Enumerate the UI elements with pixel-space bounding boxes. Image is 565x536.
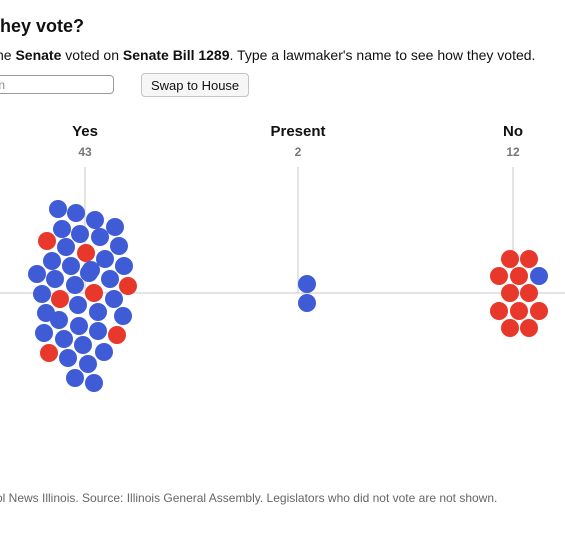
yes-vote-dot[interactable]	[43, 252, 61, 270]
yes-vote-dot[interactable]	[80, 264, 98, 282]
yes-vote-dot[interactable]	[57, 238, 75, 256]
yes-vote-dot[interactable]	[51, 290, 69, 308]
yes-label: Yes	[72, 123, 98, 140]
no-count: 12	[506, 145, 520, 159]
yes-vote-dot[interactable]	[119, 277, 137, 295]
yes-vote-dot[interactable]	[85, 284, 103, 302]
no-vote-dot[interactable]	[520, 319, 538, 337]
yes-vote-dot[interactable]	[28, 265, 46, 283]
yes-vote-dot[interactable]	[74, 336, 92, 354]
yes-vote-dot[interactable]	[53, 220, 71, 238]
yes-vote-dot[interactable]	[101, 270, 119, 288]
yes-vote-dot[interactable]	[35, 324, 53, 342]
yes-vote-dot[interactable]	[49, 200, 67, 218]
yes-vote-dot[interactable]	[115, 257, 133, 275]
no-vote-dot[interactable]	[501, 319, 519, 337]
yes-vote-dot[interactable]	[62, 257, 80, 275]
yes-vote-dot[interactable]	[50, 311, 68, 329]
present-vote-dot[interactable]	[298, 275, 316, 293]
yes-vote-dot[interactable]	[70, 317, 88, 335]
yes-vote-dot[interactable]	[95, 343, 113, 361]
yes-vote-dot[interactable]	[77, 244, 95, 262]
yes-vote-dot[interactable]	[69, 296, 87, 314]
lawmaker-search-input[interactable]	[0, 75, 114, 94]
no-label: No	[503, 123, 523, 140]
no-vote-dot[interactable]	[490, 302, 508, 320]
yes-vote-dot[interactable]	[46, 270, 64, 288]
yes-vote-dot[interactable]	[67, 204, 85, 222]
chamber-name: Senate	[15, 47, 62, 63]
yes-vote-dot[interactable]	[86, 211, 104, 229]
yes-count: 43	[78, 145, 92, 159]
no-vote-dot[interactable]	[510, 267, 528, 285]
present-count: 2	[295, 145, 302, 159]
yes-vote-dot[interactable]	[105, 290, 123, 308]
yes-vote-dot[interactable]	[79, 355, 97, 373]
yes-vote-dot[interactable]	[89, 303, 107, 321]
yes-vote-dot[interactable]	[40, 344, 58, 362]
no-vote-dot[interactable]	[520, 284, 538, 302]
yes-vote-dot[interactable]	[33, 285, 51, 303]
footer-note: ol News Illinois. Source: Illinois Gener…	[0, 491, 498, 505]
subtitle-pre: he	[0, 47, 12, 63]
subtitle-post: . Type a lawmaker's name to see how they…	[229, 47, 536, 63]
yes-vote-dot[interactable]	[59, 349, 77, 367]
yes-vote-dot[interactable]	[106, 218, 124, 236]
yes-vote-dot[interactable]	[114, 307, 132, 325]
yes-vote-dot[interactable]	[66, 369, 84, 387]
yes-vote-dot[interactable]	[96, 250, 114, 268]
no-vote-dot[interactable]	[501, 284, 519, 302]
yes-vote-dot[interactable]	[38, 232, 56, 250]
present-label: Present	[270, 123, 325, 140]
no-vote-dot[interactable]	[530, 267, 548, 285]
no-vote-dot[interactable]	[510, 302, 528, 320]
yes-vote-dot[interactable]	[71, 225, 89, 243]
page-title: they vote?	[0, 16, 85, 36]
present-vote-dot[interactable]	[298, 294, 316, 312]
vote-dots	[28, 200, 548, 392]
yes-vote-dot[interactable]	[55, 330, 73, 348]
no-vote-dot[interactable]	[520, 250, 538, 268]
no-vote-dot[interactable]	[501, 250, 519, 268]
bill-name: Senate Bill 1289	[122, 47, 230, 63]
yes-vote-dot[interactable]	[91, 228, 109, 246]
yes-vote-dot[interactable]	[66, 276, 84, 294]
no-vote-dot[interactable]	[530, 302, 548, 320]
yes-vote-dot[interactable]	[89, 322, 107, 340]
subtitle: he Senate voted on Senate Bill 1289. Typ…	[0, 47, 535, 63]
swap-chamber-button[interactable]: Swap to House	[141, 73, 250, 97]
yes-vote-dot[interactable]	[110, 237, 128, 255]
yes-vote-dot[interactable]	[85, 374, 103, 392]
no-vote-dot[interactable]	[490, 267, 508, 285]
yes-vote-dot[interactable]	[108, 326, 126, 344]
subtitle-mid: voted on	[61, 47, 123, 63]
